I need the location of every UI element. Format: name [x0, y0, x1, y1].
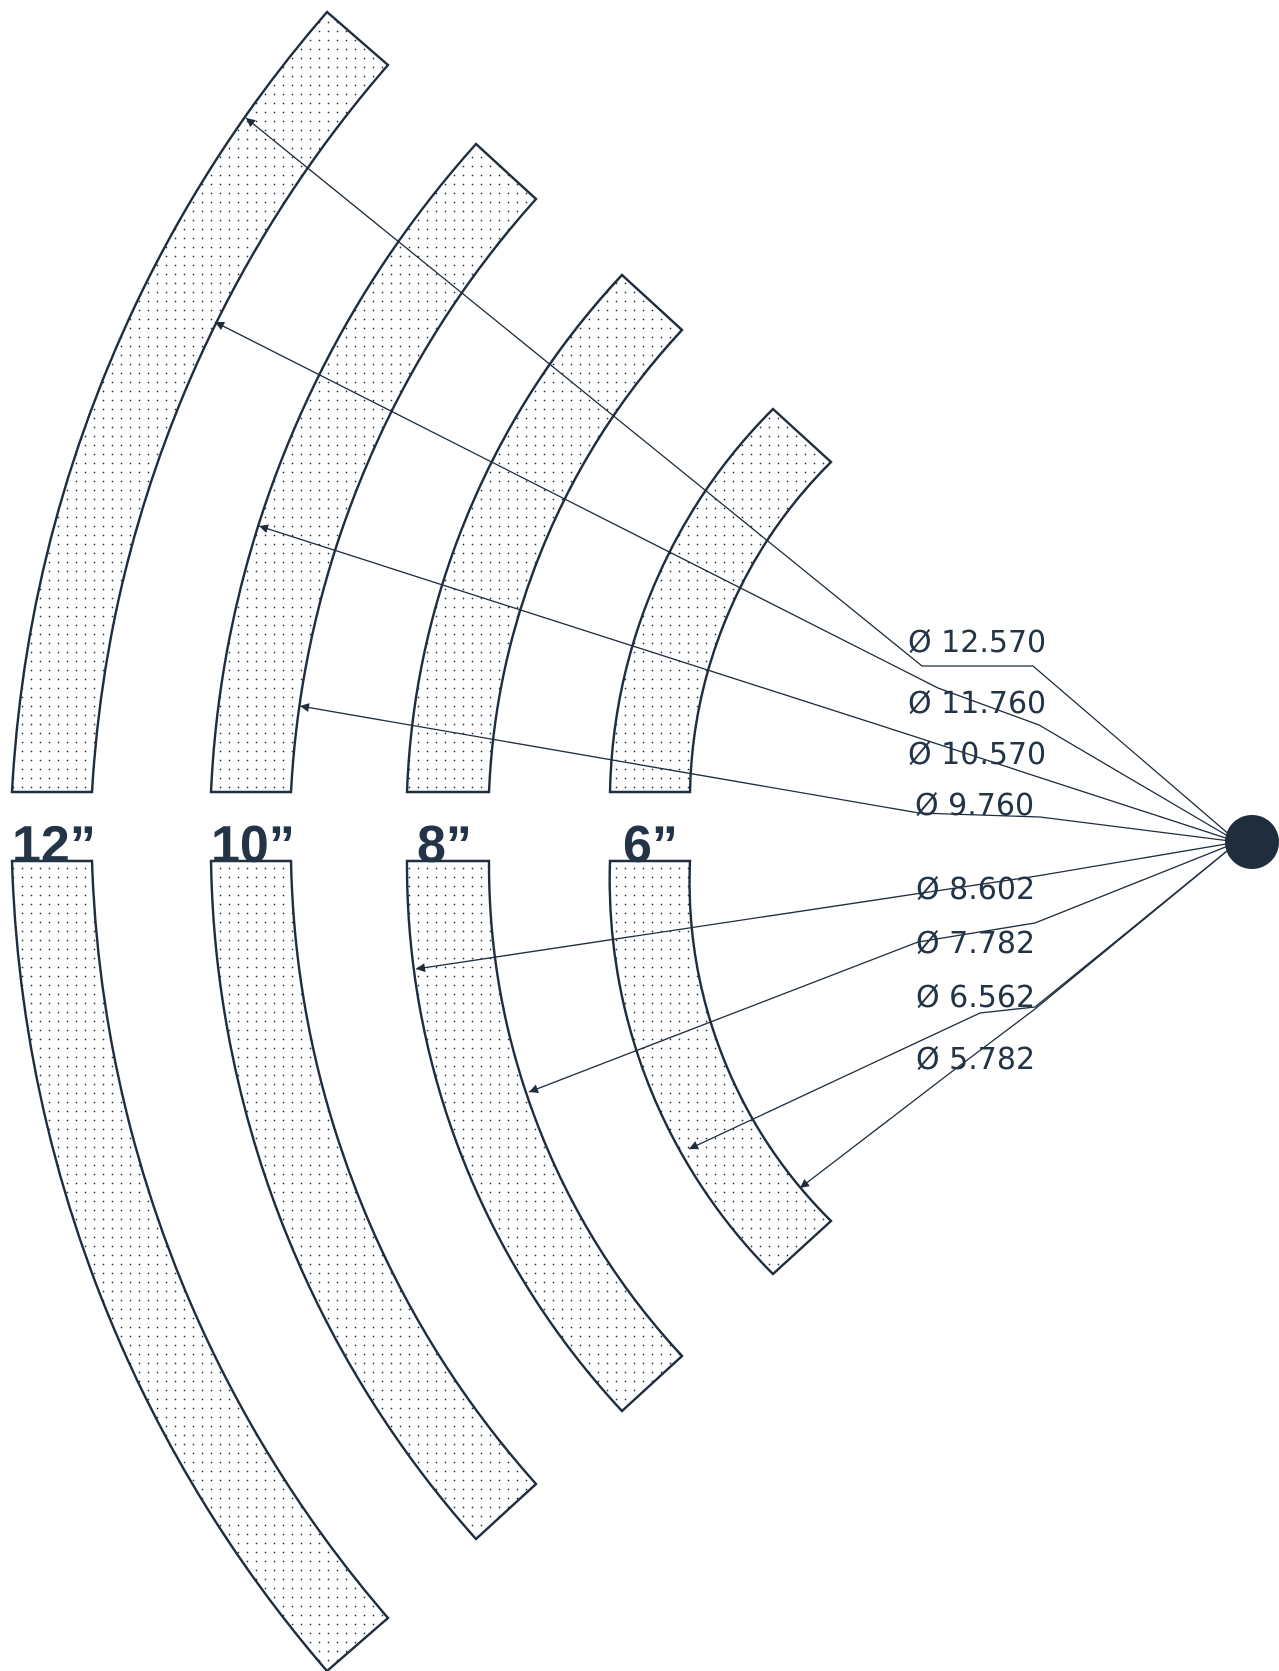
- ring-8in-lower-band: [405, 859, 684, 1413]
- ring-12in: 12”: [10, 10, 390, 1671]
- dim-label-7782: Ø 7.782: [916, 926, 1035, 961]
- dim-label-10570: Ø 10.570: [908, 737, 1046, 772]
- dimension-labels: Ø 12.570 Ø 11.760 Ø 10.570 Ø 9.760 Ø 8.6…: [908, 625, 1046, 1077]
- ring-8in-upper-band: [405, 273, 684, 794]
- ring-6in-size-label: 6”: [623, 816, 678, 874]
- ring-6in-lower-band: [608, 859, 833, 1276]
- leader-7782: [528, 841, 1239, 1093]
- leader-6562: [688, 841, 1239, 1150]
- ring-6in-upper-band: [608, 407, 833, 794]
- ring-10in-size-label: 10”: [211, 816, 295, 874]
- ring-10in-upper-band: [209, 142, 538, 794]
- dim-label-8602: Ø 8.602: [916, 872, 1035, 907]
- ring-8in-size-label: 8”: [417, 816, 472, 874]
- ring-12in-upper-band: [10, 10, 390, 794]
- dim-label-6562: Ø 6.562: [916, 980, 1035, 1015]
- ring-8in: 8”: [405, 273, 684, 1413]
- ring-10in-lower-band: [209, 859, 538, 1541]
- leader-9760: [299, 703, 1239, 843]
- leader-8602: [415, 841, 1239, 973]
- dim-label-9760: Ø 9.760: [915, 788, 1034, 823]
- dim-label-12570: Ø 12.570: [908, 625, 1046, 660]
- leader-11760: [214, 321, 1239, 843]
- dim-label-11760: Ø 11.760: [908, 686, 1046, 721]
- dim-label-5782: Ø 5.782: [916, 1042, 1035, 1077]
- leader-5782: [799, 841, 1239, 1189]
- hub-dot-icon: [1225, 815, 1279, 869]
- dimension-leaders: [214, 117, 1239, 1189]
- ring-12in-size-label: 12”: [12, 816, 96, 874]
- leader-12570: [245, 117, 1239, 843]
- leader-10570: [258, 524, 1239, 843]
- ring-10in: 10”: [209, 142, 538, 1541]
- ring-12in-lower-band: [10, 859, 390, 1671]
- ring-6in: 6”: [608, 407, 833, 1276]
